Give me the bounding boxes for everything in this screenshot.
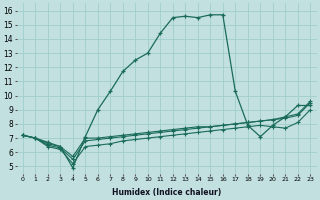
X-axis label: Humidex (Indice chaleur): Humidex (Indice chaleur) bbox=[112, 188, 221, 197]
